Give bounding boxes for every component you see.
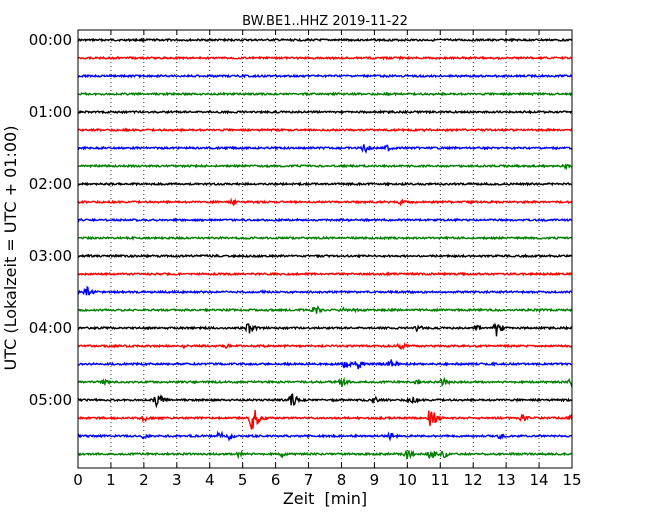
grid-lines bbox=[110, 30, 540, 468]
seismogram-trace bbox=[77, 109, 573, 115]
seismogram-trace bbox=[77, 322, 573, 337]
seismogram-trace bbox=[77, 253, 573, 259]
y-tick-label: 01:00 bbox=[29, 103, 72, 121]
trace-group bbox=[77, 37, 573, 460]
seismogram-trace bbox=[77, 37, 573, 43]
x-tick-label: 15 bbox=[562, 471, 581, 489]
seismogram-trace bbox=[77, 181, 573, 187]
x-tick-label: 12 bbox=[464, 471, 483, 489]
x-tick-label: 0 bbox=[73, 471, 83, 489]
seismogram-trace bbox=[77, 55, 573, 61]
y-tick-label: 05:00 bbox=[29, 391, 72, 409]
x-tick-label: 4 bbox=[205, 471, 215, 489]
seismogram-trace bbox=[77, 304, 572, 314]
seismogram-trace bbox=[77, 91, 573, 97]
seismogram-trace bbox=[77, 342, 573, 351]
seismogram-trace bbox=[77, 127, 573, 133]
seismogram-trace bbox=[77, 271, 573, 277]
seismogram-trace bbox=[77, 409, 573, 430]
x-axis: 0 1 2 3 4 5 6 7 8 9 10 11 12 13 14 15 bbox=[73, 30, 582, 489]
y-tick-label: 04:00 bbox=[29, 319, 72, 337]
y-axis: 00:00 01:00 02:00 03:00 04:00 05:00 bbox=[29, 31, 83, 409]
x-tick-label: 10 bbox=[398, 471, 417, 489]
x-tick-label: 3 bbox=[172, 471, 182, 489]
x-tick-label: 11 bbox=[431, 471, 450, 489]
y-tick-label: 03:00 bbox=[29, 247, 72, 265]
seismogram-trace bbox=[77, 449, 573, 460]
x-tick-label: 5 bbox=[238, 471, 248, 489]
x-tick-label: 7 bbox=[304, 471, 314, 489]
seismogram-trace bbox=[77, 359, 573, 370]
seismogram-trace bbox=[77, 376, 573, 388]
y-axis-label: UTC (Lokalzeit = UTC + 01:00) bbox=[1, 126, 20, 371]
seismogram-trace bbox=[77, 235, 573, 241]
seismogram-trace bbox=[77, 393, 573, 409]
seismogram-trace bbox=[77, 285, 573, 296]
seismogram-trace bbox=[77, 217, 573, 223]
x-tick-label: 9 bbox=[370, 471, 380, 489]
seismogram-trace bbox=[77, 430, 573, 442]
x-tick-label: 2 bbox=[139, 471, 149, 489]
x-tick-label: 14 bbox=[530, 471, 549, 489]
x-tick-label: 1 bbox=[106, 471, 116, 489]
y-tick-label: 02:00 bbox=[29, 175, 72, 193]
seismogram-trace bbox=[77, 144, 573, 154]
chart-title: BW.BE1..HHZ 2019-11-22 bbox=[242, 14, 408, 29]
x-axis-label: Zeit [min] bbox=[283, 489, 367, 508]
x-tick-label: 8 bbox=[337, 471, 347, 489]
seismogram-trace bbox=[77, 73, 573, 79]
seismogram-trace bbox=[78, 163, 573, 171]
plot-frame bbox=[77, 29, 573, 469]
y-tick-label: 00:00 bbox=[29, 31, 72, 49]
x-tick-label: 13 bbox=[497, 471, 516, 489]
x-tick-label: 6 bbox=[271, 471, 281, 489]
seismogram-trace bbox=[77, 197, 573, 207]
